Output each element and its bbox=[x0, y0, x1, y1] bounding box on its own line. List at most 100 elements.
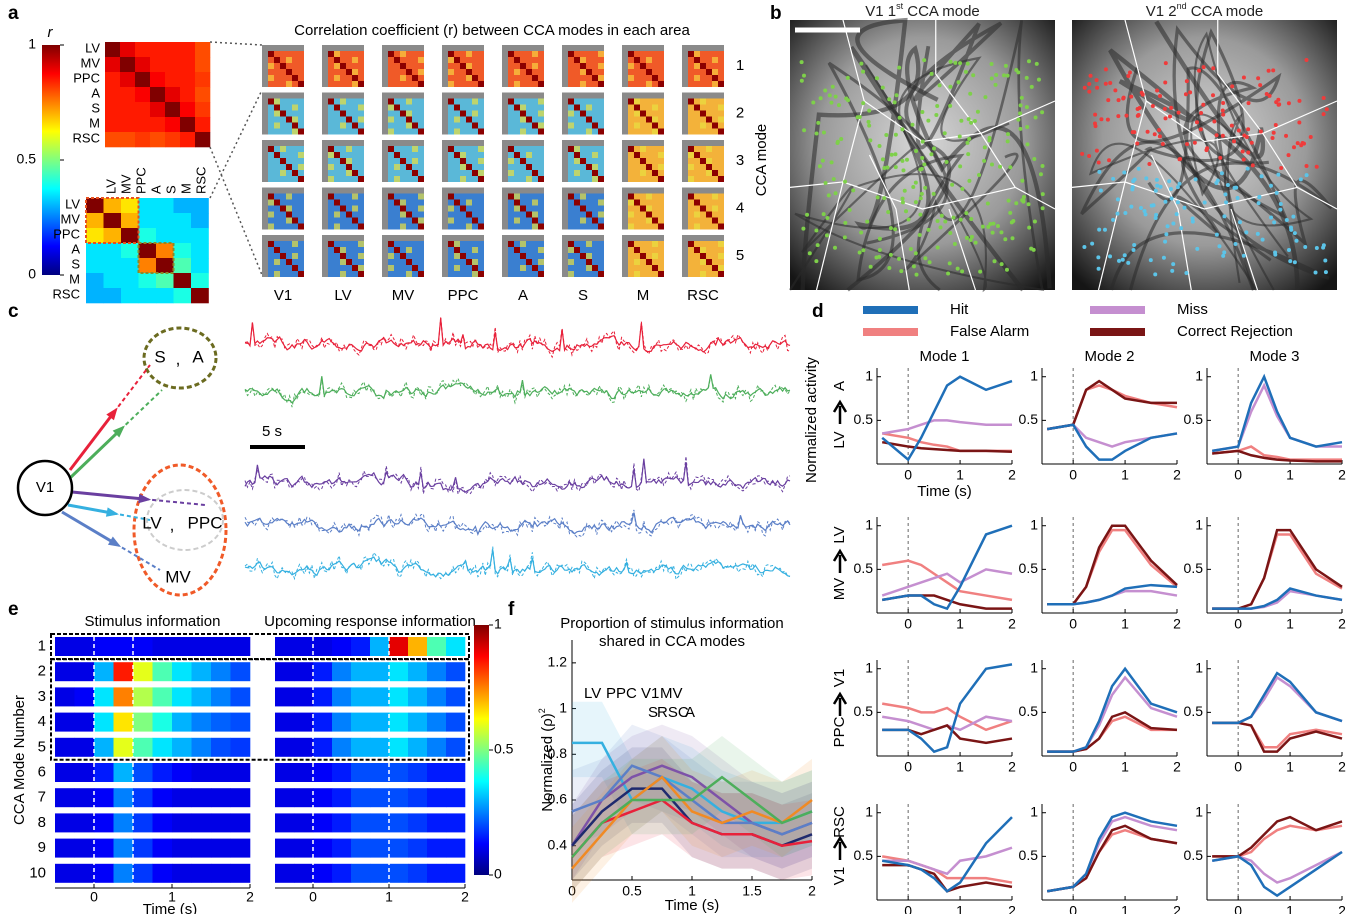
heat-cell bbox=[55, 662, 75, 682]
cell bbox=[990, 230, 995, 235]
matrix-cell bbox=[195, 72, 211, 88]
heat-cell bbox=[152, 712, 173, 732]
matrix-block bbox=[388, 128, 394, 135]
mode-matrix bbox=[442, 140, 484, 182]
matrix-block bbox=[718, 104, 724, 111]
cell bbox=[958, 217, 963, 222]
matrix-block bbox=[334, 75, 340, 81]
heat-cell bbox=[275, 838, 295, 858]
mode-matrix bbox=[622, 235, 664, 277]
x-tick-label: 1 bbox=[688, 883, 696, 899]
matrix-diag bbox=[712, 170, 718, 176]
cell bbox=[1132, 130, 1137, 135]
matrix-block bbox=[472, 271, 478, 277]
matrix-diag bbox=[418, 271, 424, 277]
cell bbox=[1249, 140, 1254, 145]
heat-cell bbox=[94, 637, 114, 656]
matrix-cell bbox=[135, 57, 151, 73]
matrix-diag bbox=[472, 265, 478, 271]
matrix-cell bbox=[86, 228, 104, 244]
y-tick-label: 1 bbox=[559, 699, 567, 715]
matrix-diag bbox=[472, 75, 478, 81]
arrow-head bbox=[106, 407, 118, 421]
cell bbox=[894, 93, 899, 98]
cell bbox=[1090, 241, 1095, 246]
cell bbox=[980, 224, 985, 229]
matrix-diag bbox=[628, 241, 634, 247]
cell bbox=[805, 212, 810, 217]
matrix-diag bbox=[388, 51, 394, 57]
heat-cell bbox=[370, 662, 390, 682]
matrix-diag bbox=[388, 146, 394, 152]
matrix-diag bbox=[580, 63, 586, 69]
heat-cell bbox=[408, 813, 428, 833]
matrix-block bbox=[508, 158, 514, 164]
matrix-diag bbox=[592, 122, 598, 129]
matrix-diag bbox=[658, 128, 664, 135]
cell bbox=[1113, 88, 1118, 93]
matrix-block bbox=[328, 164, 334, 170]
heat-cell bbox=[294, 763, 314, 782]
matrix-diag bbox=[400, 205, 406, 212]
matrix-cell bbox=[173, 198, 192, 214]
row-label: 9 bbox=[38, 839, 46, 856]
heat-cell bbox=[172, 838, 192, 858]
cell bbox=[1094, 148, 1099, 153]
cell bbox=[1142, 209, 1147, 214]
trial-line bbox=[1212, 815, 1343, 858]
cell bbox=[839, 137, 844, 142]
matrix-block bbox=[652, 241, 658, 247]
matrix-block bbox=[646, 205, 652, 212]
matrix-diag bbox=[568, 146, 574, 152]
matrix-diag bbox=[652, 75, 658, 81]
matrix-diag bbox=[694, 247, 700, 253]
matrix-cell bbox=[165, 102, 181, 118]
cell bbox=[1087, 89, 1092, 94]
matrix-diag bbox=[688, 193, 694, 200]
heat-cell bbox=[446, 838, 466, 858]
cell bbox=[1221, 112, 1226, 117]
matrix-diag bbox=[454, 152, 460, 158]
matrix-block bbox=[394, 164, 400, 170]
matrix-diag bbox=[598, 176, 604, 182]
mode-matrix bbox=[322, 45, 364, 87]
title-part: V1 1 bbox=[865, 3, 896, 20]
cell bbox=[1153, 272, 1158, 277]
trace bbox=[244, 318, 791, 353]
matrix-block bbox=[718, 253, 724, 259]
matrix-diag bbox=[538, 128, 544, 135]
matrix-cell bbox=[180, 132, 196, 148]
heat-cell bbox=[275, 863, 295, 883]
cell bbox=[929, 71, 934, 76]
matrix-block bbox=[268, 199, 274, 206]
heat-cell bbox=[191, 662, 212, 682]
x-tick-label: 0 bbox=[568, 883, 576, 899]
matrix-diag bbox=[280, 158, 286, 164]
node bbox=[16, 459, 74, 517]
cell bbox=[867, 123, 872, 128]
heat-cell bbox=[294, 838, 314, 858]
matrix-diag bbox=[508, 241, 514, 247]
heat-cell bbox=[211, 737, 231, 757]
row-target: V1 bbox=[831, 669, 848, 687]
matrix-cell bbox=[103, 243, 122, 259]
node-label: MV bbox=[165, 567, 191, 586]
matrix-block bbox=[418, 69, 424, 75]
matrix-cell bbox=[86, 258, 104, 274]
matrix-diag bbox=[652, 170, 658, 176]
matrix-diag bbox=[400, 158, 406, 164]
cell bbox=[887, 97, 892, 102]
matrix-block bbox=[298, 152, 304, 158]
heat-cell bbox=[211, 687, 231, 707]
cell bbox=[1274, 190, 1279, 195]
y-tick-label: 0.5 bbox=[1019, 703, 1039, 719]
cell bbox=[973, 240, 978, 245]
y-tick-label: 0.5 bbox=[854, 703, 874, 719]
trial-line bbox=[1212, 721, 1343, 749]
cell bbox=[1098, 188, 1103, 193]
trial-line bbox=[1047, 524, 1178, 606]
cell bbox=[874, 76, 879, 81]
cell bbox=[1040, 110, 1045, 115]
cell bbox=[927, 260, 932, 265]
matrix-diag bbox=[334, 247, 340, 253]
